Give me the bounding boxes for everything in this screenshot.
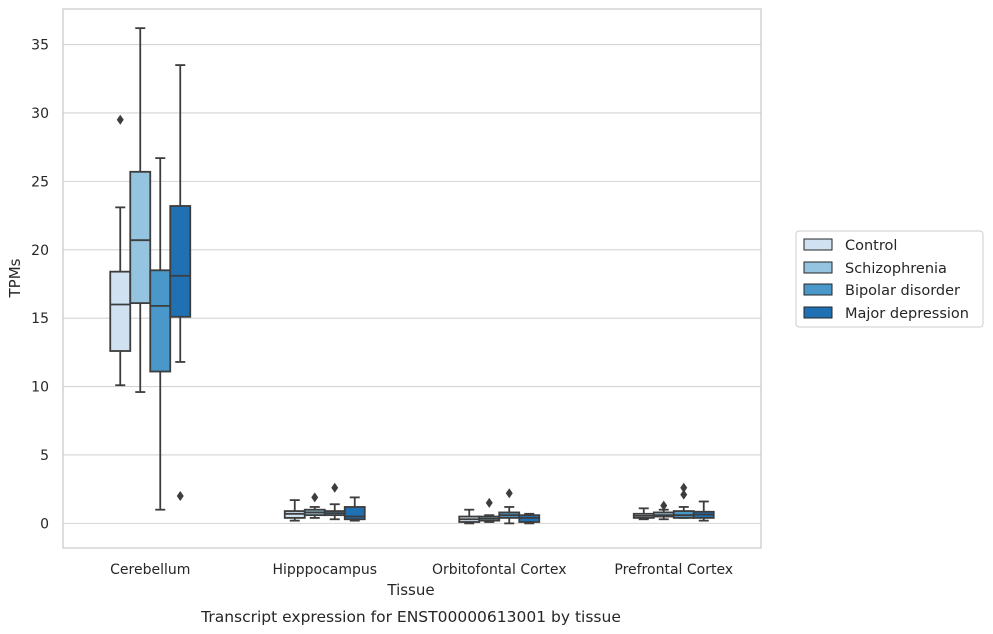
y-tick-label: 0	[40, 516, 49, 532]
box-bipolar-disorder	[149, 157, 172, 511]
outlier-point	[680, 489, 688, 500]
box-schizophrenia	[652, 500, 675, 521]
outlier-point	[331, 482, 339, 493]
legend-swatch-schizophrenia	[803, 261, 833, 274]
legend-swatch-control	[803, 238, 833, 251]
box-schizophrenia	[478, 497, 501, 523]
box-major-depression	[343, 496, 366, 522]
legend-swatch-bipolar-disorder	[803, 283, 833, 296]
box-major-depression	[692, 500, 715, 522]
x-tick-label: Orbitofontal Cortex	[432, 562, 567, 578]
y-tick-label: 15	[31, 311, 49, 327]
box-major-depression	[169, 64, 192, 502]
box-iqr	[109, 270, 132, 352]
box-schizophrenia	[129, 27, 152, 393]
legend-label-major-depression: Major depression	[845, 306, 969, 322]
box-iqr	[149, 269, 172, 373]
x-tick-label: Prefrontal Cortex	[614, 562, 733, 578]
y-axis-title: TPMs	[6, 258, 24, 298]
box-control	[632, 507, 655, 521]
box-major-depression	[518, 512, 541, 525]
box-schizophrenia	[303, 492, 326, 519]
outlier-point	[660, 500, 668, 511]
box-control	[109, 114, 132, 387]
legend-swatch-major-depression	[803, 306, 833, 319]
y-tick-label: 30	[31, 106, 49, 122]
outlier-point	[176, 491, 184, 502]
y-tick-label: 20	[31, 243, 49, 259]
outlier-point	[116, 114, 124, 125]
x-tick-label: Cerebellum	[110, 562, 190, 578]
plot-area-frame	[62, 8, 762, 549]
legend-item-control: Control	[803, 238, 897, 254]
legend-item-bipolar-disorder: Bipolar disorder	[803, 283, 960, 299]
y-tick-label: 10	[31, 380, 49, 396]
outlier-point	[505, 488, 513, 499]
x-axis-title: Tissue	[386, 581, 434, 599]
box-iqr	[169, 205, 192, 318]
box-control	[283, 499, 306, 522]
legend-item-schizophrenia: Schizophrenia	[803, 261, 947, 277]
y-tick-label: 35	[31, 38, 49, 54]
chart-caption: Transcript expression for ENST0000061300…	[200, 608, 621, 626]
legend-frame	[795, 230, 984, 328]
outlier-point	[311, 492, 319, 503]
legend-item-major-depression: Major depression	[803, 306, 969, 322]
box-bipolar-disorder	[672, 482, 695, 519]
axis-ticks: 0 5 10 15 20 25 30 35 Cerebellum Hipppocampus Orbi…	[31, 38, 733, 578]
box-series	[109, 27, 715, 525]
box-bipolar-disorder	[323, 482, 346, 521]
y-tick-label: 5	[40, 448, 49, 464]
box-iqr	[129, 170, 152, 305]
legend-label-bipolar-disorder: Bipolar disorder	[845, 283, 960, 299]
outlier-point	[485, 497, 493, 508]
legend-label-control: Control	[845, 238, 897, 254]
outlier-point	[680, 482, 688, 493]
box-bipolar-disorder	[498, 488, 521, 525]
y-tick-label: 25	[31, 174, 49, 190]
x-tick-label: Hipppocampus	[272, 562, 377, 578]
box-control	[458, 508, 481, 525]
legend-label-schizophrenia: Schizophrenia	[845, 261, 947, 277]
legend: Control Schizophrenia Bipolar disorder M…	[795, 230, 984, 328]
